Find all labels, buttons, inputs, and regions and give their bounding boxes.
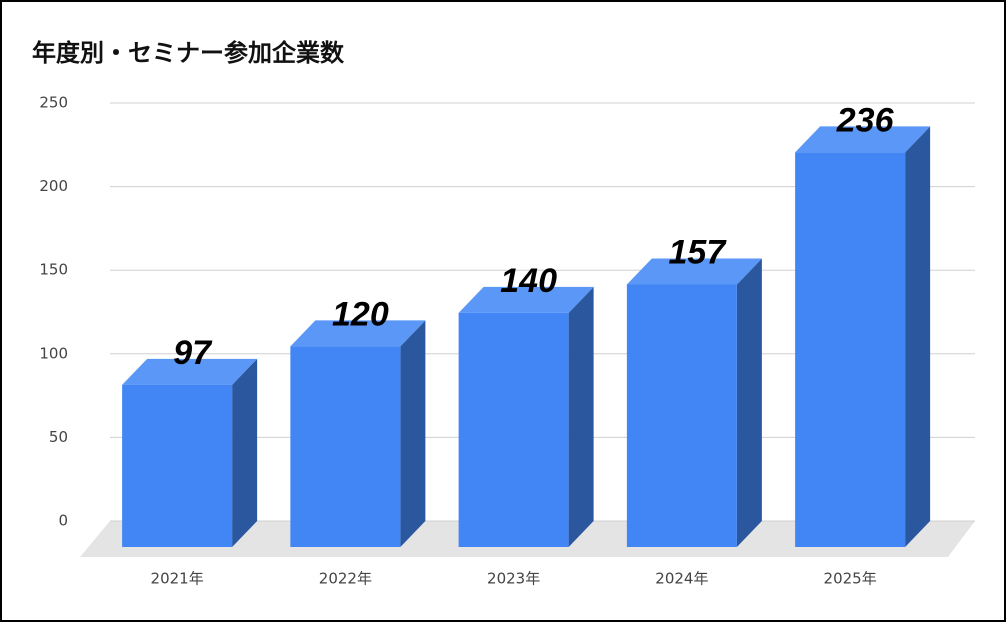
y-tick-label: 0 [58, 512, 68, 530]
value-label: 157 [669, 233, 728, 271]
bar [458, 312, 569, 547]
x-tick-label: 2025年 [824, 570, 877, 588]
bar-top [626, 258, 762, 285]
bar [626, 284, 737, 547]
y-tick-label: 100 [39, 344, 68, 362]
bar-top [290, 320, 426, 347]
x-tick-label: 2022年 [319, 570, 372, 588]
bar-side [232, 358, 258, 547]
y-tick-label: 50 [49, 428, 68, 446]
bar-top [458, 286, 594, 313]
y-tick-label: 250 [39, 94, 68, 112]
value-label: 236 [836, 101, 895, 139]
bar-top [795, 126, 931, 153]
bar-side [568, 286, 594, 547]
y-tick-label: 200 [39, 177, 68, 195]
chart-title: 年度別・セミナー参加企業数 [32, 39, 345, 67]
x-tick-label: 2023年 [487, 570, 540, 588]
y-tick-label: 150 [39, 261, 68, 279]
bar [122, 384, 233, 547]
bar [795, 152, 906, 547]
bar-side [400, 320, 426, 547]
bar-side [736, 258, 762, 547]
value-label: 140 [500, 262, 557, 300]
x-tick-label: 2021年 [151, 570, 204, 588]
bar-side [905, 126, 931, 548]
bar [290, 346, 401, 547]
x-tick-label: 2024年 [655, 570, 708, 588]
bar-top [122, 358, 258, 385]
value-label: 97 [173, 334, 213, 372]
value-label: 120 [332, 295, 389, 333]
